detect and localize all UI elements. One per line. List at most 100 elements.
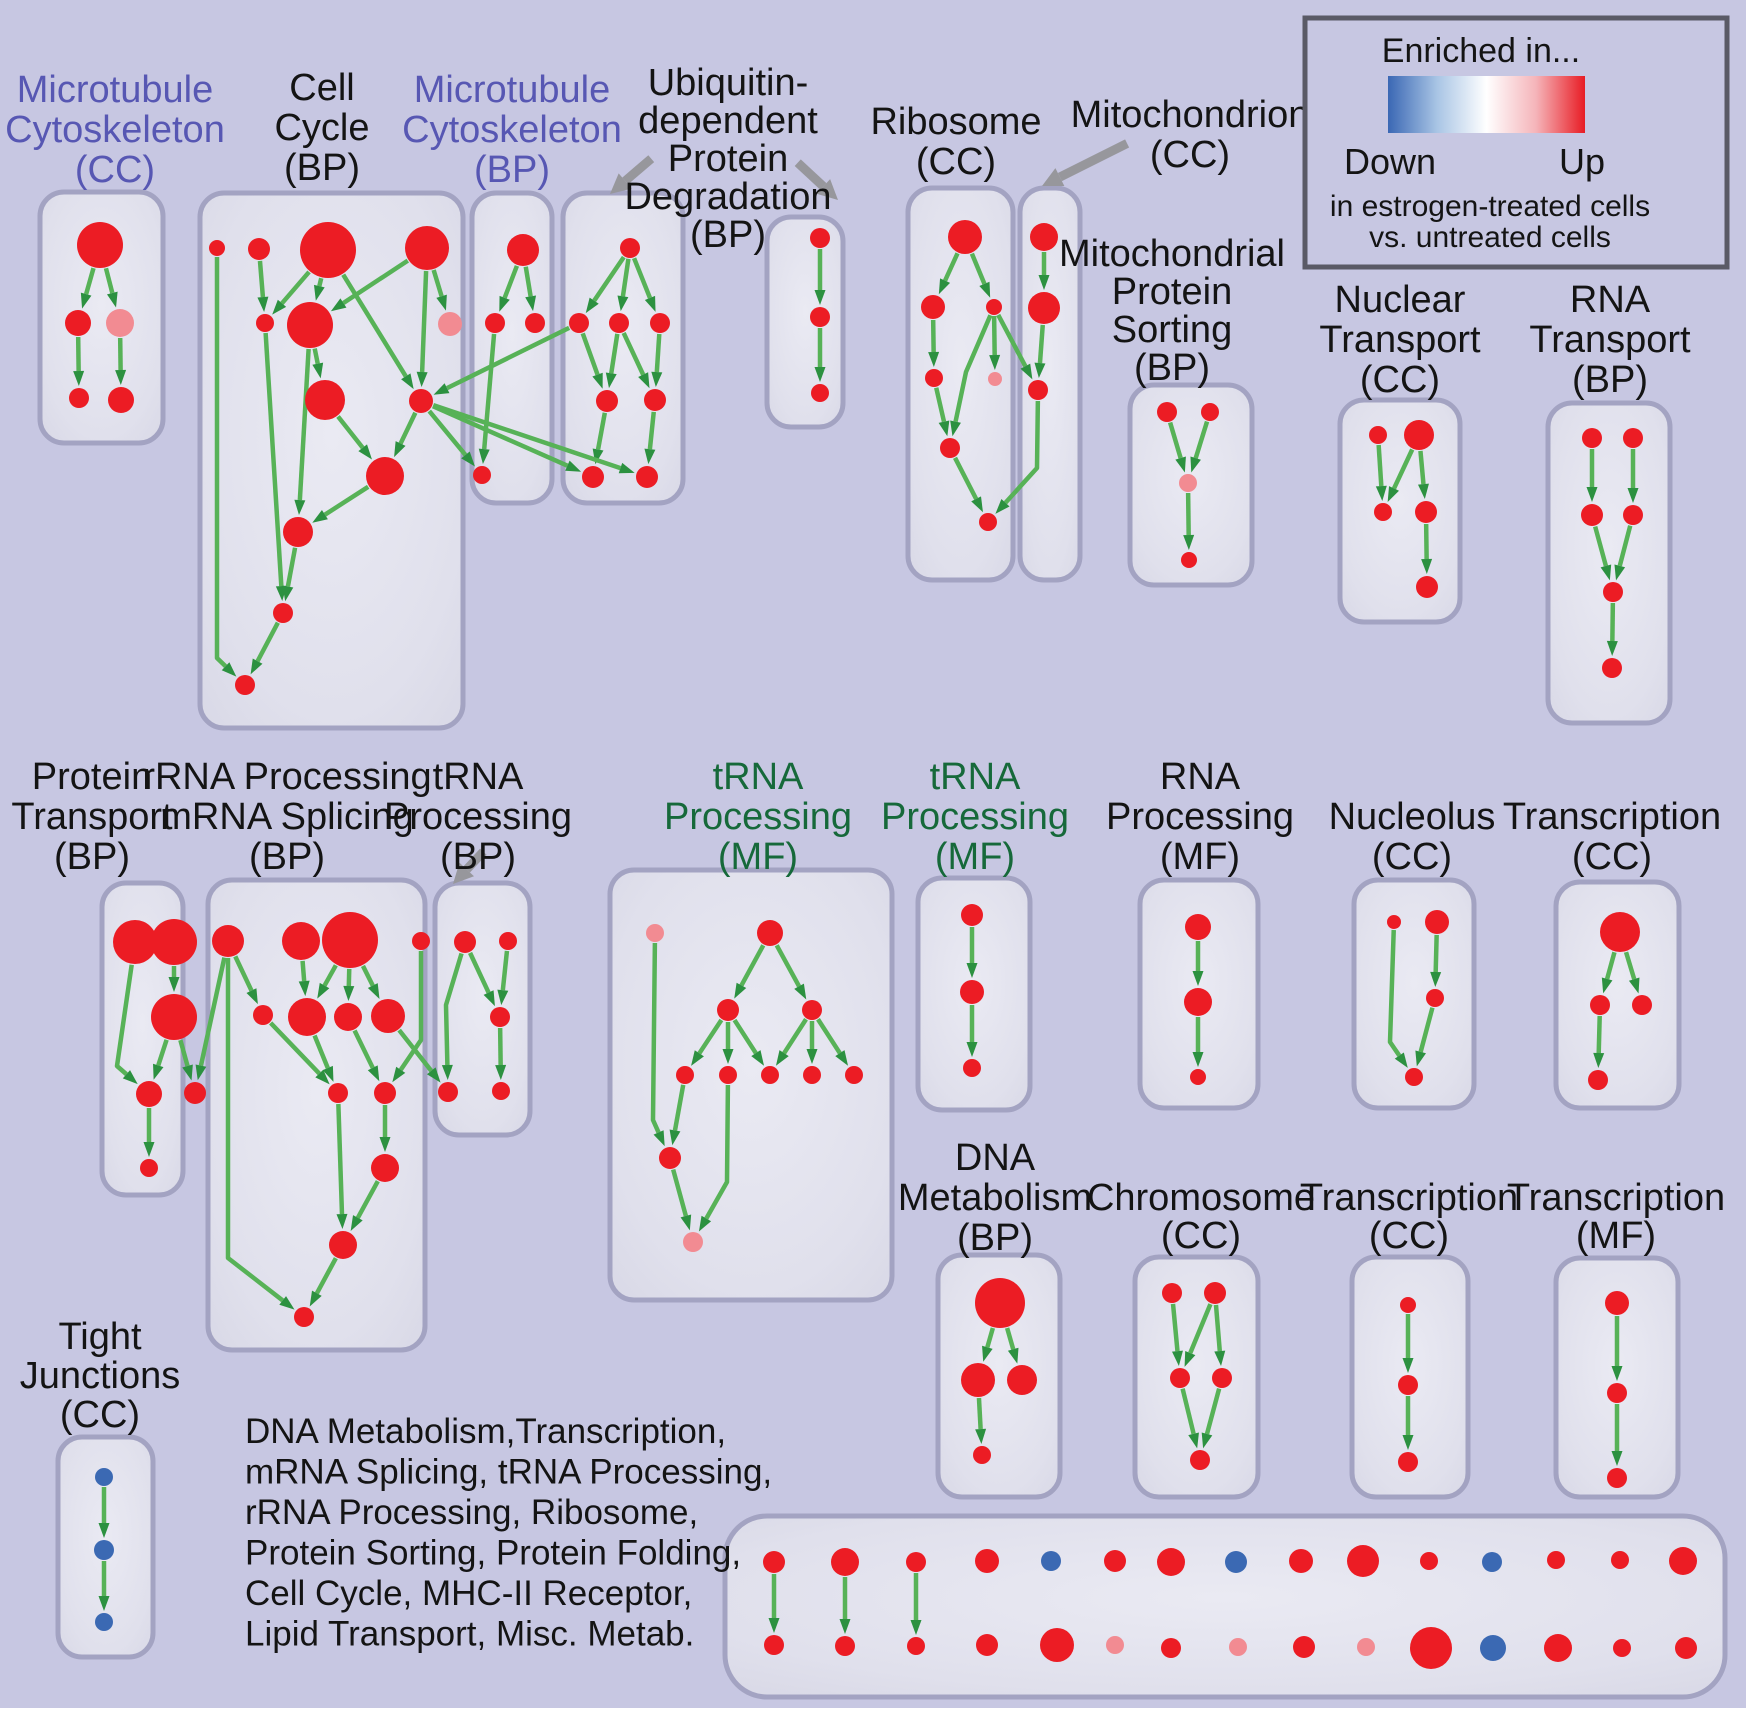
- label-protein-transport-line0: Protein: [32, 756, 152, 798]
- node-rna-processing-mf-w2: [1184, 988, 1212, 1016]
- node-rna-processing-mf-w3: [1190, 1069, 1206, 1085]
- label-trna-bp-line0: tRNA: [433, 756, 524, 798]
- node-chromosome-b: [1204, 1282, 1226, 1304]
- label-protein-transport-line1: Transport: [11, 796, 173, 838]
- node-transcription-cc-mid-y1: [1600, 912, 1640, 952]
- label-transcription-cc-mid-line0: Transcription: [1503, 796, 1721, 838]
- node-transcription-cc-mid-y3: [1632, 995, 1652, 1015]
- cluster-box-nuclear-transport: [1340, 400, 1460, 622]
- label-cell-cycle-line1: Cycle: [274, 107, 369, 149]
- label-microtubule-cc-line2: (CC): [75, 149, 155, 191]
- label-cell-cycle-line0: Cell: [289, 67, 354, 109]
- node-chromosome-d: [1212, 1368, 1232, 1388]
- footnote-line-2: rRNA Processing, Ribosome,: [245, 1493, 698, 1532]
- footnote-line-5: Lipid Transport, Misc. Metab.: [245, 1615, 694, 1654]
- node-nucleolus-x4: [1405, 1068, 1423, 1086]
- legend-down-label: Down: [1344, 141, 1436, 182]
- node-rrna-s3: [334, 1003, 362, 1031]
- label-ribosome-line1: (CC): [916, 141, 996, 183]
- node-rrna-r4: [412, 932, 430, 950]
- node-nuclear-transport-e: [1416, 576, 1438, 598]
- node-protein-transport-p3: [151, 994, 197, 1040]
- node-trna-mf-large-h1: [659, 1147, 681, 1169]
- edge-trna-bp-u3-u5: [500, 1028, 501, 1065]
- legend-title: Enriched in...: [1382, 32, 1580, 70]
- node-transcription-cc-mid-y2: [1590, 995, 1610, 1015]
- label-trna-mf-1-line2: (MF): [718, 836, 798, 878]
- node-mitochondrion-mt3: [1028, 380, 1048, 400]
- node-chromosome-c: [1170, 1368, 1190, 1388]
- node-nucleolus-x2: [1425, 910, 1449, 934]
- node-microtubule-cc-b: [65, 310, 91, 336]
- label-transcription-cc-mid-line1: (CC): [1572, 836, 1652, 878]
- node-mps-d: [1181, 552, 1197, 568]
- node-cell-cycle-c3: [300, 222, 356, 278]
- node-trna-mf-small-v1: [961, 904, 983, 926]
- label-trna-mf-1-line1: Processing: [664, 796, 852, 838]
- node-misc-metab-t6: [1104, 1550, 1126, 1572]
- footnote-line-3: Protein Sorting, Protein Folding,: [245, 1534, 741, 1573]
- edge-cell-cycle-c2-c5: [260, 261, 263, 297]
- node-misc-metab-t9: [1289, 1549, 1313, 1573]
- node-misc-metab-b3: [907, 1637, 925, 1655]
- node-trna-mf-large-g1: [676, 1066, 694, 1084]
- node-misc-metab-b4: [976, 1634, 998, 1656]
- node-rna-transport-d: [1623, 505, 1643, 525]
- node-rna-transport-b: [1623, 428, 1643, 448]
- node-misc-metab-t12: [1482, 1552, 1502, 1572]
- node-dna-metabolism-d4: [973, 1446, 991, 1464]
- node-ubiquitin-1-m2: [609, 313, 629, 333]
- node-misc-metab-b15: [1675, 1637, 1697, 1659]
- node-trna-mf-large-g2: [719, 1066, 737, 1084]
- node-transcription-cc-bot-b: [1398, 1375, 1418, 1395]
- node-misc-metab-t4: [975, 1549, 999, 1573]
- node-dna-metabolism-d1: [975, 1278, 1025, 1328]
- node-transcription-mf-a: [1605, 1291, 1629, 1315]
- node-microtubule-bp-m2: [485, 313, 505, 333]
- label-chromosome-line0: Chromosome: [1087, 1177, 1315, 1219]
- node-cell-cycle-c13: [235, 675, 255, 695]
- label-transcription-cc-bot-line0: Transcription: [1300, 1177, 1518, 1219]
- node-rna-processing-mf-w1: [1185, 914, 1211, 940]
- node-misc-metab-b9: [1293, 1636, 1315, 1658]
- node-trna-mf-large-f0: [646, 924, 664, 942]
- node-cell-cycle-c8: [409, 389, 433, 413]
- node-nucleolus-x3: [1426, 989, 1444, 1007]
- node-misc-metab-t11: [1420, 1552, 1438, 1570]
- label-rna-transport-line1: Transport: [1529, 319, 1691, 361]
- node-chromosome-a: [1162, 1283, 1182, 1303]
- label-ubiquitin-line1: dependent: [638, 100, 818, 142]
- node-protein-transport-p4: [136, 1081, 162, 1107]
- node-mps-b: [1201, 403, 1219, 421]
- node-cell-cycle-c2: [248, 238, 270, 260]
- node-cell-cycle-c1: [209, 240, 225, 256]
- edge-nuclear-transport-a-c: [1379, 445, 1382, 486]
- edge-ubiquitin-1-m3-l2: [657, 334, 659, 372]
- label-nucleolus-line0: Nucleolus: [1329, 796, 1496, 838]
- label-nuclear-transport-line0: Nuclear: [1335, 279, 1466, 321]
- label-protein-transport-line2: (BP): [54, 836, 130, 878]
- node-tight-junctions-a: [95, 1468, 113, 1486]
- label-chromosome-line1: (CC): [1161, 1215, 1241, 1257]
- node-transcription-cc-mid-y4: [1588, 1070, 1608, 1090]
- node-transcription-cc-bot-c: [1398, 1452, 1418, 1472]
- node-misc-metab-b6: [1106, 1636, 1124, 1654]
- node-microtubule-bp-m3: [525, 313, 545, 333]
- node-microtubule-bp-m1: [507, 234, 539, 266]
- node-rrna-q1: [371, 1154, 399, 1182]
- label-rrna-line0: rRNA Processing: [142, 756, 431, 798]
- node-protein-transport-p2: [151, 919, 197, 965]
- label-dna-metabolism-line0: DNA: [955, 1137, 1036, 1179]
- footnote-line-0: DNA Metabolism,Transcription,: [245, 1412, 726, 1451]
- label-microtubule-bp-line1: Cytoskeleton: [402, 109, 622, 151]
- label-transcription-mf-line1: (MF): [1576, 1215, 1656, 1257]
- node-trna-bp-u2: [499, 932, 517, 950]
- node-transcription-mf-c: [1607, 1468, 1627, 1488]
- label-dna-metabolism-line2: (BP): [957, 1217, 1033, 1259]
- label-microtubule-cc-line1: Cytoskeleton: [5, 109, 225, 151]
- label-nuclear-transport-line2: (CC): [1360, 359, 1440, 401]
- node-mitochondrion-mt2: [1028, 292, 1060, 324]
- node-ribosome-r7: [979, 513, 997, 531]
- node-trna-mf-large-f3: [802, 1000, 822, 1020]
- footnote-text: DNA Metabolism,Transcription,mRNA Splici…: [245, 1412, 772, 1654]
